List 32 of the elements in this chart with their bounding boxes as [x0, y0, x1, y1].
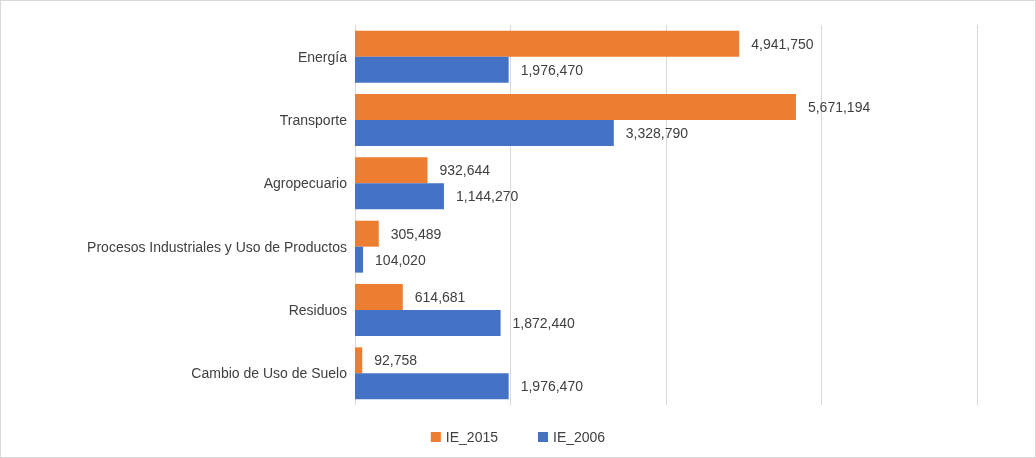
bar	[355, 246, 364, 273]
y-tick-label: Cambio de Uso de Suelo	[191, 365, 348, 382]
data-label: 4,941,750	[751, 35, 814, 52]
legend-label: IE_2015	[445, 429, 499, 445]
bar	[355, 120, 614, 146]
data-label: 1,144,270	[455, 188, 519, 205]
bar	[355, 157, 428, 184]
bar	[355, 284, 403, 310]
bar	[355, 347, 363, 374]
bar	[355, 183, 444, 210]
data-label: 3,328,790	[625, 124, 689, 141]
bar	[355, 373, 509, 400]
data-label: 1,976,470	[520, 378, 584, 395]
bar	[355, 56, 509, 83]
bar	[355, 94, 796, 120]
data-label: 305,489	[390, 225, 442, 242]
data-label: 92,758	[374, 352, 418, 369]
data-label: 5,671,194	[807, 99, 871, 116]
data-label: 614,681	[414, 289, 466, 306]
data-label: 104,020	[375, 251, 426, 268]
data-label: 1,872,440	[512, 314, 576, 331]
y-tick-label: Residuos	[288, 302, 347, 318]
bar	[355, 220, 379, 247]
data-label: 1,976,470	[520, 61, 584, 78]
y-tick-label: Procesos Industriales y Uso de Productos	[87, 238, 347, 255]
bar	[355, 310, 501, 336]
y-tick-label: Transporte	[279, 112, 348, 128]
data-label: 932,644	[439, 162, 491, 179]
y-tick-label: Agropecuario	[263, 175, 348, 192]
bar	[355, 30, 740, 57]
legend-label: IE_2006	[553, 429, 606, 445]
y-tick-label: Energía	[297, 48, 348, 65]
